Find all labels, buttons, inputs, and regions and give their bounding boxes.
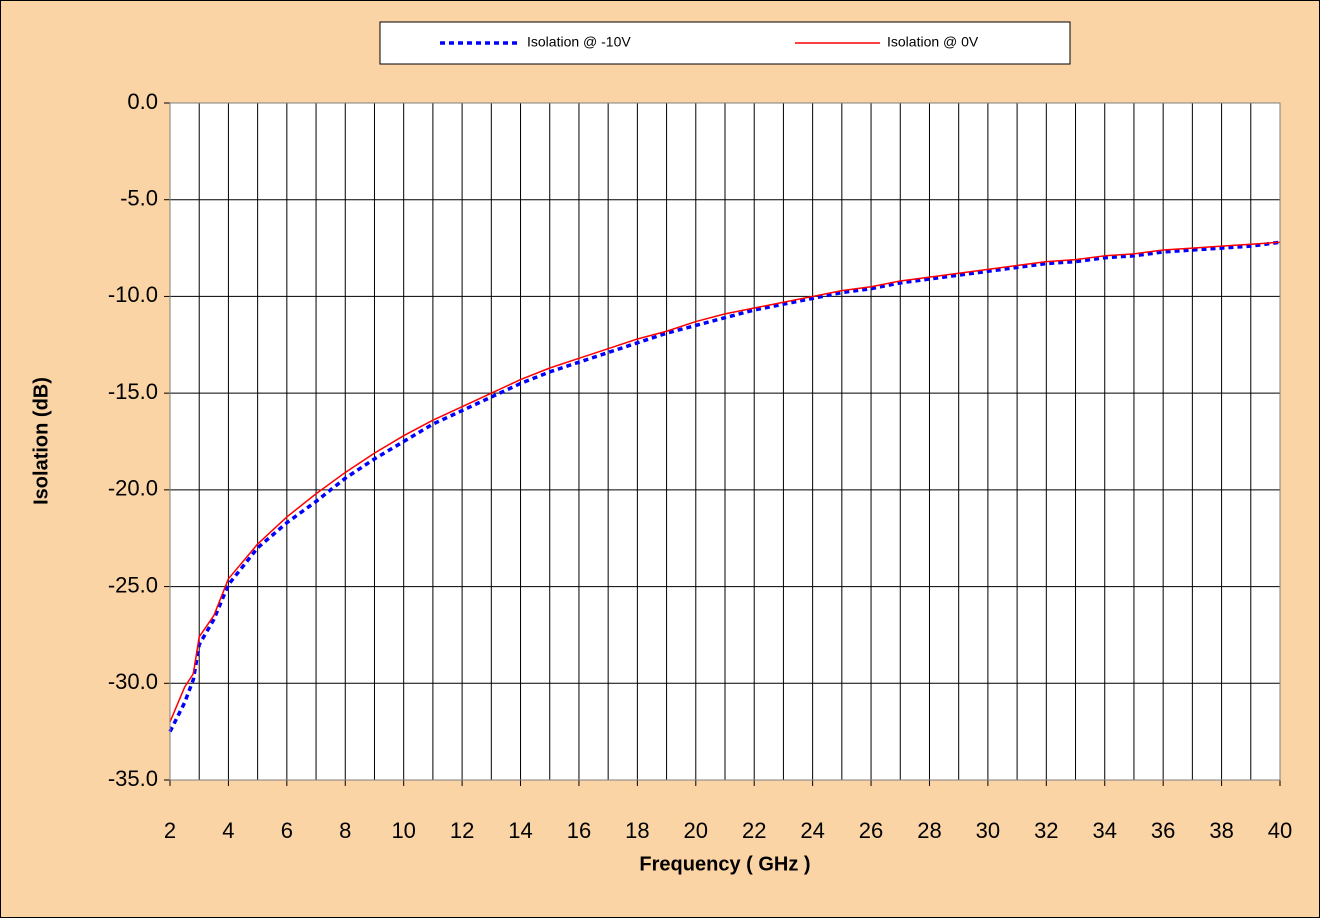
- y-tick-label: -15.0: [108, 379, 158, 404]
- x-tick-label: 30: [976, 818, 1000, 843]
- x-tick-label: 2: [164, 818, 176, 843]
- y-tick-label: -10.0: [108, 282, 158, 307]
- y-axis-title: Isolation (dB): [30, 377, 52, 505]
- x-tick-label: 10: [391, 818, 415, 843]
- x-tick-label: 18: [625, 818, 649, 843]
- series-line: [169, 241, 1281, 723]
- y-tick-label: -25.0: [108, 572, 158, 597]
- x-tick-label: 8: [339, 818, 351, 843]
- x-axis-title: Frequency ( GHz ): [639, 853, 810, 875]
- y-tick-label: -5.0: [120, 186, 158, 211]
- y-tick-label: -20.0: [108, 476, 158, 501]
- x-tick-label: 24: [800, 818, 824, 843]
- grid: [164, 102, 1281, 786]
- x-tick-label: 14: [508, 818, 532, 843]
- x-tick-label: 40: [1268, 818, 1292, 843]
- x-tick-label: 4: [222, 818, 234, 843]
- x-tick-label: 26: [859, 818, 883, 843]
- x-tick-label: 28: [917, 818, 941, 843]
- series-lines: [168, 240, 1281, 733]
- x-tick-label: 36: [1151, 818, 1175, 843]
- series-line: [168, 240, 1281, 733]
- legend-label: Isolation @ 0V: [887, 34, 979, 50]
- y-tick-label: -30.0: [108, 669, 158, 694]
- plot-border: [169, 102, 1281, 781]
- x-tick-label: 38: [1209, 818, 1233, 843]
- x-tick-label: 16: [567, 818, 591, 843]
- x-tick-label: 34: [1092, 818, 1116, 843]
- legend-label: Isolation @ -10V: [527, 34, 631, 50]
- y-tick-label: -35.0: [108, 766, 158, 791]
- x-tick-label: 32: [1034, 818, 1058, 843]
- legend: Isolation @ -10V Isolation @ 0V: [440, 34, 979, 50]
- x-tick-label: 12: [450, 818, 474, 843]
- x-tick-label: 20: [684, 818, 708, 843]
- y-tick-label: 0.0: [127, 89, 158, 114]
- x-tick-label: 6: [281, 818, 293, 843]
- x-tick-label: 22: [742, 818, 766, 843]
